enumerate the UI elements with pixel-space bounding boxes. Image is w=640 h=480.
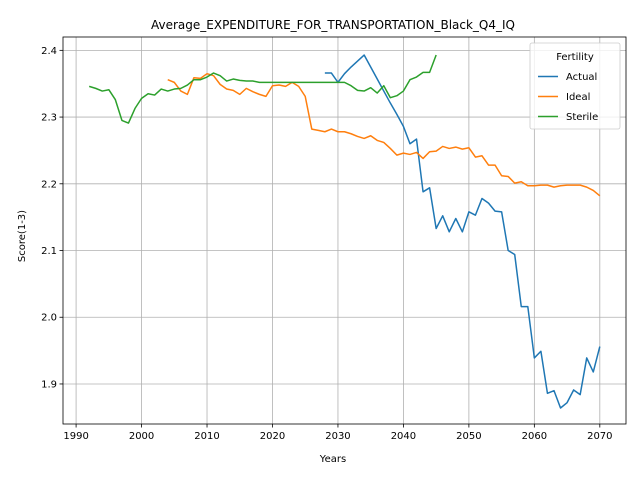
legend-entry: Ideal <box>566 92 590 103</box>
x-tick-label: 2010 <box>194 431 219 442</box>
y-axis: 1.9 2.0 2.1 2.2 2.3 2.4 <box>41 46 63 390</box>
legend-title: Fertility <box>556 52 594 63</box>
plot-frame <box>62 36 627 425</box>
y-tick-label: 2.0 <box>41 313 57 324</box>
legend-box <box>529 42 621 130</box>
y-tick-label: 2.1 <box>41 246 57 257</box>
chart-title: Average_EXPENDITURE_FOR_TRANSPORTATION_B… <box>151 18 515 32</box>
y-tick-label: 2.4 <box>41 46 57 57</box>
series-line-sterile <box>88 54 437 124</box>
series-line-actual <box>324 54 601 409</box>
legend-entry: Sterile <box>566 112 598 123</box>
legend-entry: Actual <box>566 72 597 83</box>
grid <box>63 37 626 424</box>
y-tick-label: 1.9 <box>41 379 57 390</box>
x-tick-label: 2000 <box>129 431 154 442</box>
x-tick-label: 2030 <box>325 431 350 442</box>
x-axis: 1990 2000 2010 2020 2030 2040 2050 2060 2070 <box>63 424 613 442</box>
y-axis-label: Score(1-3) <box>17 210 28 262</box>
x-tick-label: 2070 <box>587 431 612 442</box>
y-tick-label: 2.3 <box>41 113 57 124</box>
x-tick-label: 2060 <box>522 431 547 442</box>
x-tick-label: 2040 <box>391 431 416 442</box>
x-tick-label: 1990 <box>63 431 88 442</box>
series-line-ideal <box>167 72 601 197</box>
legend: Fertility Actual Ideal Sterile <box>529 42 621 130</box>
x-tick-label: 2020 <box>260 431 285 442</box>
x-tick-label: 2050 <box>456 431 481 442</box>
series-layer <box>88 54 601 409</box>
x-axis-label: Years <box>319 454 346 465</box>
y-tick-label: 2.2 <box>41 179 57 190</box>
